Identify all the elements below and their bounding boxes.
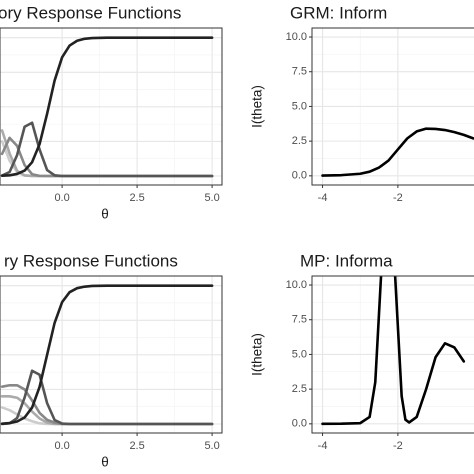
y-tick-label: 5.0 bbox=[292, 100, 307, 112]
curve bbox=[0, 369, 214, 426]
series-group bbox=[0, 284, 214, 426]
x-tick-label: 0.0 bbox=[54, 192, 69, 204]
curve bbox=[0, 36, 214, 178]
x-tick-label: -4 bbox=[318, 440, 328, 452]
y-tick-label: 7.5 bbox=[292, 314, 307, 326]
y-tick-label: 10.0 bbox=[286, 279, 307, 291]
panel: -4 -2 0.0 2.5 5.0 7.5 10.0 I(theta) GRM: Inform bbox=[250, 3, 474, 204]
curve bbox=[0, 284, 214, 426]
chart-title: ry Response Functions bbox=[4, 251, 178, 270]
y-tick-label: 10.0 bbox=[286, 31, 307, 43]
panel: 0.0 2.5 5.0 θ ory Response Functions bbox=[0, 3, 223, 222]
curve bbox=[321, 276, 466, 426]
y-axis-label: I(theta) bbox=[250, 85, 265, 128]
chart-title: MP: Informa bbox=[300, 251, 393, 270]
series-group bbox=[0, 36, 214, 178]
y-tick-label: 0.0 bbox=[292, 418, 307, 430]
x-tick-label: 0.0 bbox=[54, 440, 69, 452]
chart-title: ory Response Functions bbox=[0, 3, 181, 22]
x-tick-label: 5.0 bbox=[204, 192, 219, 204]
panel: 0.0 2.5 5.0 θ ry Response Functions bbox=[0, 251, 223, 470]
x-tick-label: 2.5 bbox=[129, 192, 144, 204]
x-tick-label: -2 bbox=[393, 440, 403, 452]
chart-title: GRM: Inform bbox=[290, 3, 387, 22]
series-group bbox=[321, 127, 474, 177]
curve bbox=[321, 127, 474, 177]
y-tick-label: 5.0 bbox=[292, 348, 307, 360]
y-tick-label: 0.0 bbox=[292, 170, 307, 182]
x-axis-label: θ bbox=[101, 207, 109, 222]
series-group bbox=[321, 276, 466, 426]
x-tick-label: 2.5 bbox=[129, 440, 144, 452]
x-tick-label: -2 bbox=[393, 192, 403, 204]
panel: -4 -2 0.0 2.5 5.0 7.5 10.0 I(theta) MP: Informa bbox=[250, 251, 474, 452]
panel-border bbox=[0, 275, 223, 434]
y-tick-label: 7.5 bbox=[292, 66, 307, 78]
y-tick-label: 2.5 bbox=[292, 135, 307, 147]
x-tick-label: -4 bbox=[318, 192, 328, 204]
curve bbox=[0, 121, 214, 178]
y-tick-label: 2.5 bbox=[292, 383, 307, 395]
x-tick-label: 5.0 bbox=[204, 440, 219, 452]
x-axis-label: θ bbox=[101, 455, 109, 470]
y-axis-label: I(theta) bbox=[250, 333, 265, 376]
panel-border bbox=[0, 27, 223, 186]
grid bbox=[312, 28, 474, 185]
